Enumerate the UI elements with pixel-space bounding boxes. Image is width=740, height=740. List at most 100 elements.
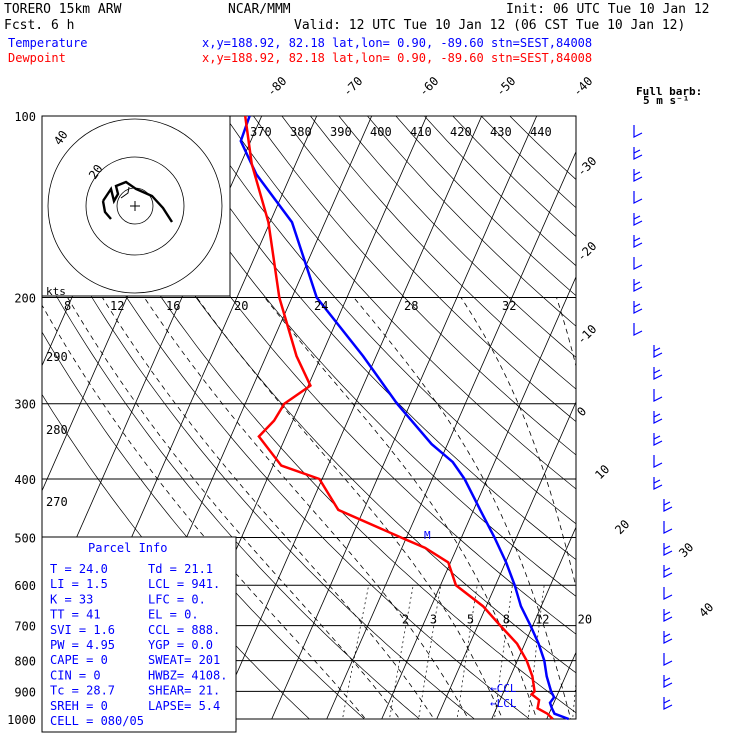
isotherm-label: 40 bbox=[696, 600, 716, 620]
pressure-tick-label: 600 bbox=[14, 579, 36, 593]
dry-adiabat-line bbox=[310, 116, 576, 390]
dry-adiabat-line bbox=[53, 116, 576, 714]
parcel-row-right: SHEAR= 21. bbox=[148, 684, 220, 698]
wind-barb bbox=[653, 455, 663, 468]
dry-adiabat-line bbox=[110, 116, 576, 635]
wind-barb bbox=[653, 367, 663, 380]
pressure-tick-label: 700 bbox=[14, 620, 36, 634]
isotherm-label: -50 bbox=[493, 74, 518, 99]
parcel-row-right: YGP = 0.0 bbox=[148, 638, 213, 652]
theta-label: 430 bbox=[490, 125, 512, 139]
pressure-tick-label: 500 bbox=[14, 531, 36, 545]
dewpoint-profile bbox=[243, 115, 554, 720]
parcel-row-left: PW = 4.95 bbox=[50, 638, 115, 652]
dry-adiabat-label: 270 bbox=[46, 495, 68, 509]
parcel-row-right: Td = 21.1 bbox=[148, 562, 213, 576]
theta-label: 400 bbox=[370, 125, 392, 139]
dry-adiabat-line bbox=[281, 116, 576, 423]
hodograph-trace bbox=[102, 180, 174, 223]
dry-adiabat-line bbox=[42, 149, 530, 719]
isotherm-line bbox=[326, 150, 576, 719]
dry-adiabat-line bbox=[196, 116, 576, 525]
parcel-row-right: EL = 0. bbox=[148, 608, 199, 622]
annotation-m: M bbox=[424, 529, 431, 542]
legend-dewpoint-location: x,y=188.92, 82.18 lat,lon= 0.90, -89.60 … bbox=[202, 51, 592, 65]
legend-dewpoint: Dewpoint bbox=[8, 51, 66, 65]
isotherm-line bbox=[712, 116, 740, 719]
wind-barb bbox=[663, 499, 673, 512]
wind-barb bbox=[633, 257, 643, 270]
isotherm-line bbox=[436, 401, 576, 719]
moist-adiabat-line bbox=[196, 297, 504, 719]
mixing-ratio-line bbox=[494, 585, 513, 719]
hodograph-ring-outer bbox=[47, 118, 223, 294]
wind-barb bbox=[633, 279, 643, 292]
isotherm-label: -60 bbox=[416, 74, 441, 99]
mixing-ratio-label: 8 bbox=[503, 613, 510, 627]
wind-barb bbox=[633, 191, 643, 204]
hodograph-trace bbox=[120, 186, 130, 199]
isotherm-label: -80 bbox=[264, 74, 289, 99]
wind-barb bbox=[663, 653, 673, 666]
parcel-row-left: LI = 1.5 bbox=[50, 577, 108, 591]
hodograph-speed-label: 28 bbox=[404, 299, 418, 313]
isotherm-label: -40 bbox=[570, 74, 595, 99]
parcel-row-right: LCL = 941. bbox=[148, 577, 220, 591]
annotation-lcl: ←LCL bbox=[490, 697, 517, 710]
wind-barb bbox=[663, 521, 673, 534]
wind-barb bbox=[663, 565, 673, 578]
dry-adiabat-label: 280 bbox=[46, 423, 68, 437]
plot-frame bbox=[41, 115, 577, 720]
wind-barb bbox=[633, 125, 643, 138]
isotherm-line bbox=[271, 116, 538, 719]
wind-barb bbox=[663, 675, 673, 688]
parcel-row-right: HWBZ= 4108. bbox=[148, 668, 227, 682]
wind-barb bbox=[633, 235, 643, 248]
parcel-info-panel: Parcel Info T = 24.0 Td = 21.1 LI = 1.5 LCL… bbox=[41, 536, 237, 733]
forecast-hour: Fcst. 6 h bbox=[4, 18, 74, 33]
wind-barb bbox=[633, 301, 643, 314]
legend-temperature-location: x,y=188.92, 82.18 lat,lon= 0.90, -89.60 … bbox=[202, 36, 592, 50]
dry-adiabat-line bbox=[42, 269, 420, 719]
mixing-ratio-label: 3 bbox=[430, 613, 437, 627]
pressure-tick-label: 900 bbox=[14, 685, 36, 699]
dry-adiabat-line bbox=[139, 116, 576, 597]
pressure-tick-label: 400 bbox=[14, 473, 36, 487]
legend-temperature: Temperature bbox=[8, 36, 87, 50]
theta-label: 440 bbox=[530, 125, 552, 139]
pressure-tick-label: 300 bbox=[14, 398, 36, 412]
theta-label: 420 bbox=[450, 125, 472, 139]
wind-barb bbox=[663, 543, 673, 556]
parcel-row-left: SVI = 1.6 bbox=[50, 623, 115, 637]
dry-adiabat-line bbox=[509, 116, 576, 180]
parcel-row-right: SWEAT= 201 bbox=[148, 653, 220, 667]
model-title: TORERO 15km ARW bbox=[4, 2, 122, 17]
parcel-row-left: T = 24.0 bbox=[50, 562, 108, 576]
dry-adiabat-line bbox=[224, 116, 576, 490]
init-time: Init: 06 UTC Tue 10 Jan 12 bbox=[506, 2, 710, 17]
parcel-row-left: CELL = 080/05 bbox=[50, 714, 144, 728]
isotherm-label: 30 bbox=[676, 540, 696, 560]
wind-barb bbox=[653, 477, 663, 490]
isotherm-label: 10 bbox=[592, 462, 612, 482]
parcel-row-left: SREH = 0 bbox=[50, 699, 108, 713]
wind-barb bbox=[633, 213, 643, 226]
hodograph-speed-label: 32 bbox=[502, 299, 516, 313]
wind-barb bbox=[653, 345, 663, 358]
parcel-row-left: Tc = 28.7 bbox=[50, 684, 115, 698]
pressure-tick-label: 100 bbox=[14, 110, 36, 124]
barb-legend-value: 5 m s⁻¹ bbox=[643, 94, 689, 107]
dry-adiabat-line bbox=[395, 116, 576, 297]
mixing-ratio-label: 12 bbox=[535, 613, 549, 627]
hodograph-ring-label: 40 bbox=[51, 128, 71, 148]
parcel-row-right: LFC = 0. bbox=[148, 592, 206, 606]
isotherm-label: -10 bbox=[574, 322, 599, 347]
barb-legend-title: Full barb: bbox=[636, 85, 702, 98]
mixing-ratio-line bbox=[418, 585, 442, 719]
wind-barbs bbox=[633, 125, 673, 710]
parcel-row-left: CAPE = 0 bbox=[50, 653, 108, 667]
theta-label: 370 bbox=[250, 125, 272, 139]
parcel-row-left: TT = 41 bbox=[50, 608, 101, 622]
hodograph-ring-inner bbox=[85, 156, 185, 256]
